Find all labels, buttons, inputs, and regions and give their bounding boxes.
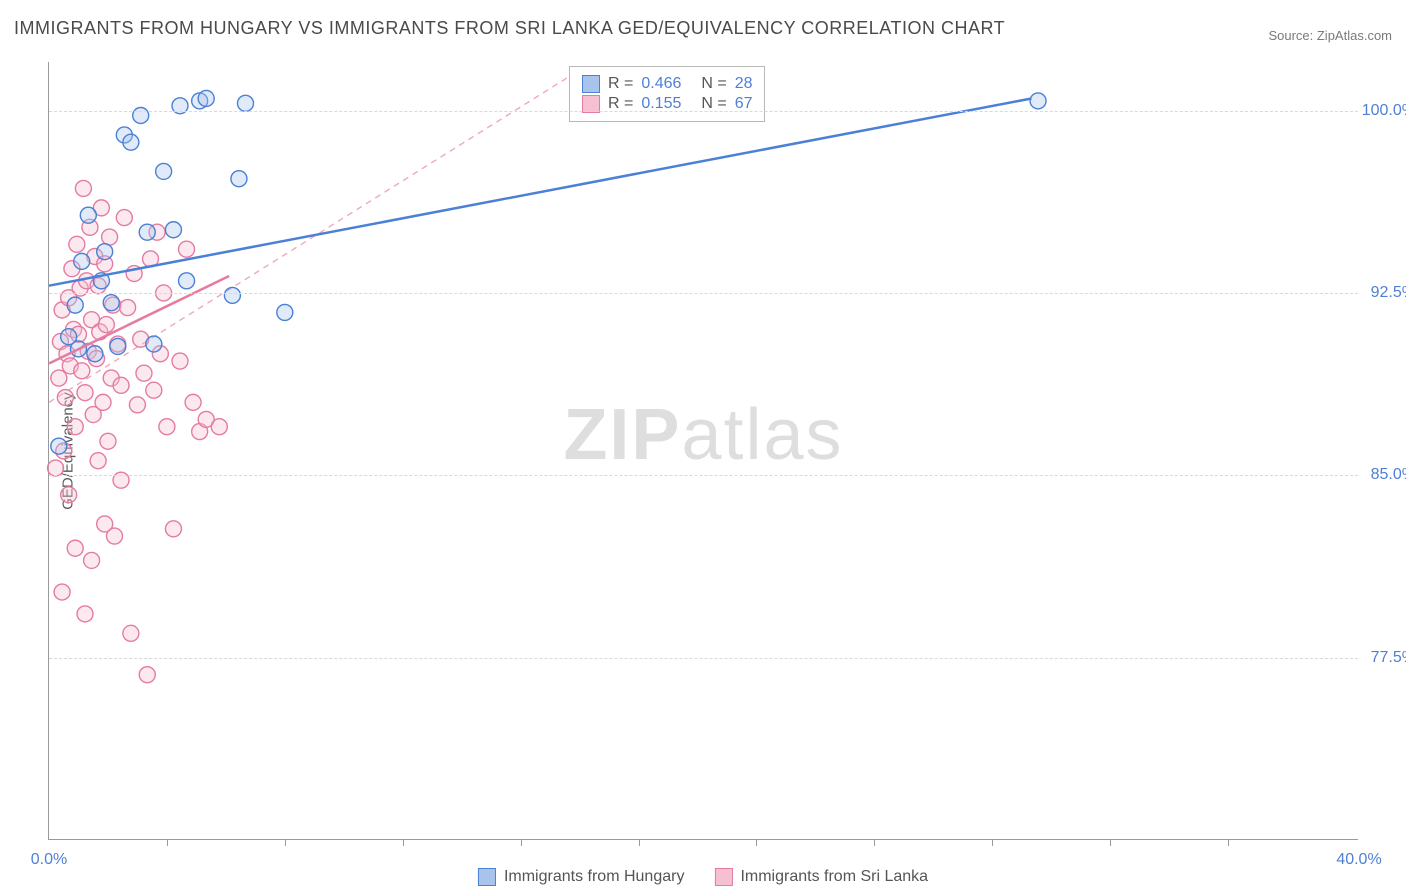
data-point — [69, 236, 85, 252]
x-tick — [521, 839, 522, 846]
data-point — [87, 346, 103, 362]
data-point — [146, 382, 162, 398]
gridline — [49, 111, 1358, 112]
y-tick-label: 85.0% — [1360, 466, 1406, 484]
r-label: R = — [608, 75, 633, 93]
chart-svg — [49, 62, 1358, 839]
data-point — [103, 295, 119, 311]
data-point — [165, 222, 181, 238]
legend-item: Immigrants from Hungary — [478, 868, 685, 886]
legend-label: Immigrants from Sri Lanka — [740, 868, 928, 886]
data-point — [90, 453, 106, 469]
data-point — [48, 460, 64, 476]
data-point — [139, 224, 155, 240]
legend-item: Immigrants from Sri Lanka — [714, 868, 928, 886]
data-point — [211, 419, 227, 435]
data-point — [1030, 93, 1046, 109]
data-point — [238, 95, 254, 111]
data-point — [74, 253, 90, 269]
x-tick — [874, 839, 875, 846]
data-point — [98, 317, 114, 333]
y-tick-label: 100.0% — [1360, 102, 1406, 120]
trend-line — [49, 98, 1032, 285]
data-point — [57, 390, 73, 406]
legend-swatch — [478, 868, 496, 886]
data-point — [67, 419, 83, 435]
data-point — [156, 163, 172, 179]
y-tick-label: 77.5% — [1360, 649, 1406, 667]
data-point — [95, 394, 111, 410]
x-tick — [1110, 839, 1111, 846]
data-point — [77, 385, 93, 401]
x-tick — [403, 839, 404, 846]
data-point — [67, 540, 83, 556]
data-point — [97, 516, 113, 532]
bottom-legend: Immigrants from Hungary Immigrants from S… — [478, 868, 928, 886]
r-value: 0.466 — [641, 75, 693, 93]
data-point — [51, 438, 67, 454]
data-point — [110, 338, 126, 354]
x-tick — [1228, 839, 1229, 846]
legend-swatch — [714, 868, 732, 886]
data-point — [165, 521, 181, 537]
legend-swatch — [582, 75, 600, 93]
data-point — [116, 210, 132, 226]
data-point — [123, 625, 139, 641]
data-point — [100, 433, 116, 449]
data-point — [224, 287, 240, 303]
data-point — [179, 241, 195, 257]
x-tick-label: 40.0% — [1336, 851, 1381, 869]
x-tick — [285, 839, 286, 846]
data-point — [277, 304, 293, 320]
data-point — [185, 394, 201, 410]
x-tick-label: 0.0% — [31, 851, 67, 869]
x-tick — [639, 839, 640, 846]
data-point — [120, 300, 136, 316]
chart-title: IMMIGRANTS FROM HUNGARY VS IMMIGRANTS FR… — [14, 18, 1005, 39]
x-tick — [992, 839, 993, 846]
source-attribution: Source: ZipAtlas.com — [1268, 28, 1392, 43]
plot-area: GED/Equivalency ZIPatlas R =0.466N =28R … — [48, 62, 1358, 840]
data-point — [198, 90, 214, 106]
data-point — [84, 552, 100, 568]
data-point — [77, 606, 93, 622]
data-point — [113, 377, 129, 393]
identity-line — [49, 74, 573, 402]
data-point — [102, 229, 118, 245]
data-point — [75, 180, 91, 196]
x-tick — [756, 839, 757, 846]
data-point — [146, 336, 162, 352]
n-label: N = — [701, 75, 726, 93]
data-point — [231, 171, 247, 187]
gridline — [49, 475, 1358, 476]
data-point — [74, 363, 90, 379]
data-point — [51, 370, 67, 386]
gridline — [49, 293, 1358, 294]
gridline — [49, 658, 1358, 659]
legend-label: Immigrants from Hungary — [504, 868, 685, 886]
n-value: 28 — [735, 75, 753, 93]
data-point — [172, 353, 188, 369]
data-point — [136, 365, 152, 381]
data-point — [54, 584, 70, 600]
data-point — [129, 397, 145, 413]
stats-legend-row: R = 0.466 N = 28 — [582, 75, 752, 93]
data-point — [67, 297, 83, 313]
data-point — [97, 244, 113, 260]
data-point — [123, 134, 139, 150]
data-point — [159, 419, 175, 435]
x-tick — [167, 839, 168, 846]
stats-legend: R =0.466N =28R =0.155N =67 — [569, 66, 765, 122]
data-point — [139, 667, 155, 683]
y-tick-label: 92.5% — [1360, 284, 1406, 302]
data-point — [179, 273, 195, 289]
data-point — [80, 207, 96, 223]
data-point — [61, 487, 77, 503]
